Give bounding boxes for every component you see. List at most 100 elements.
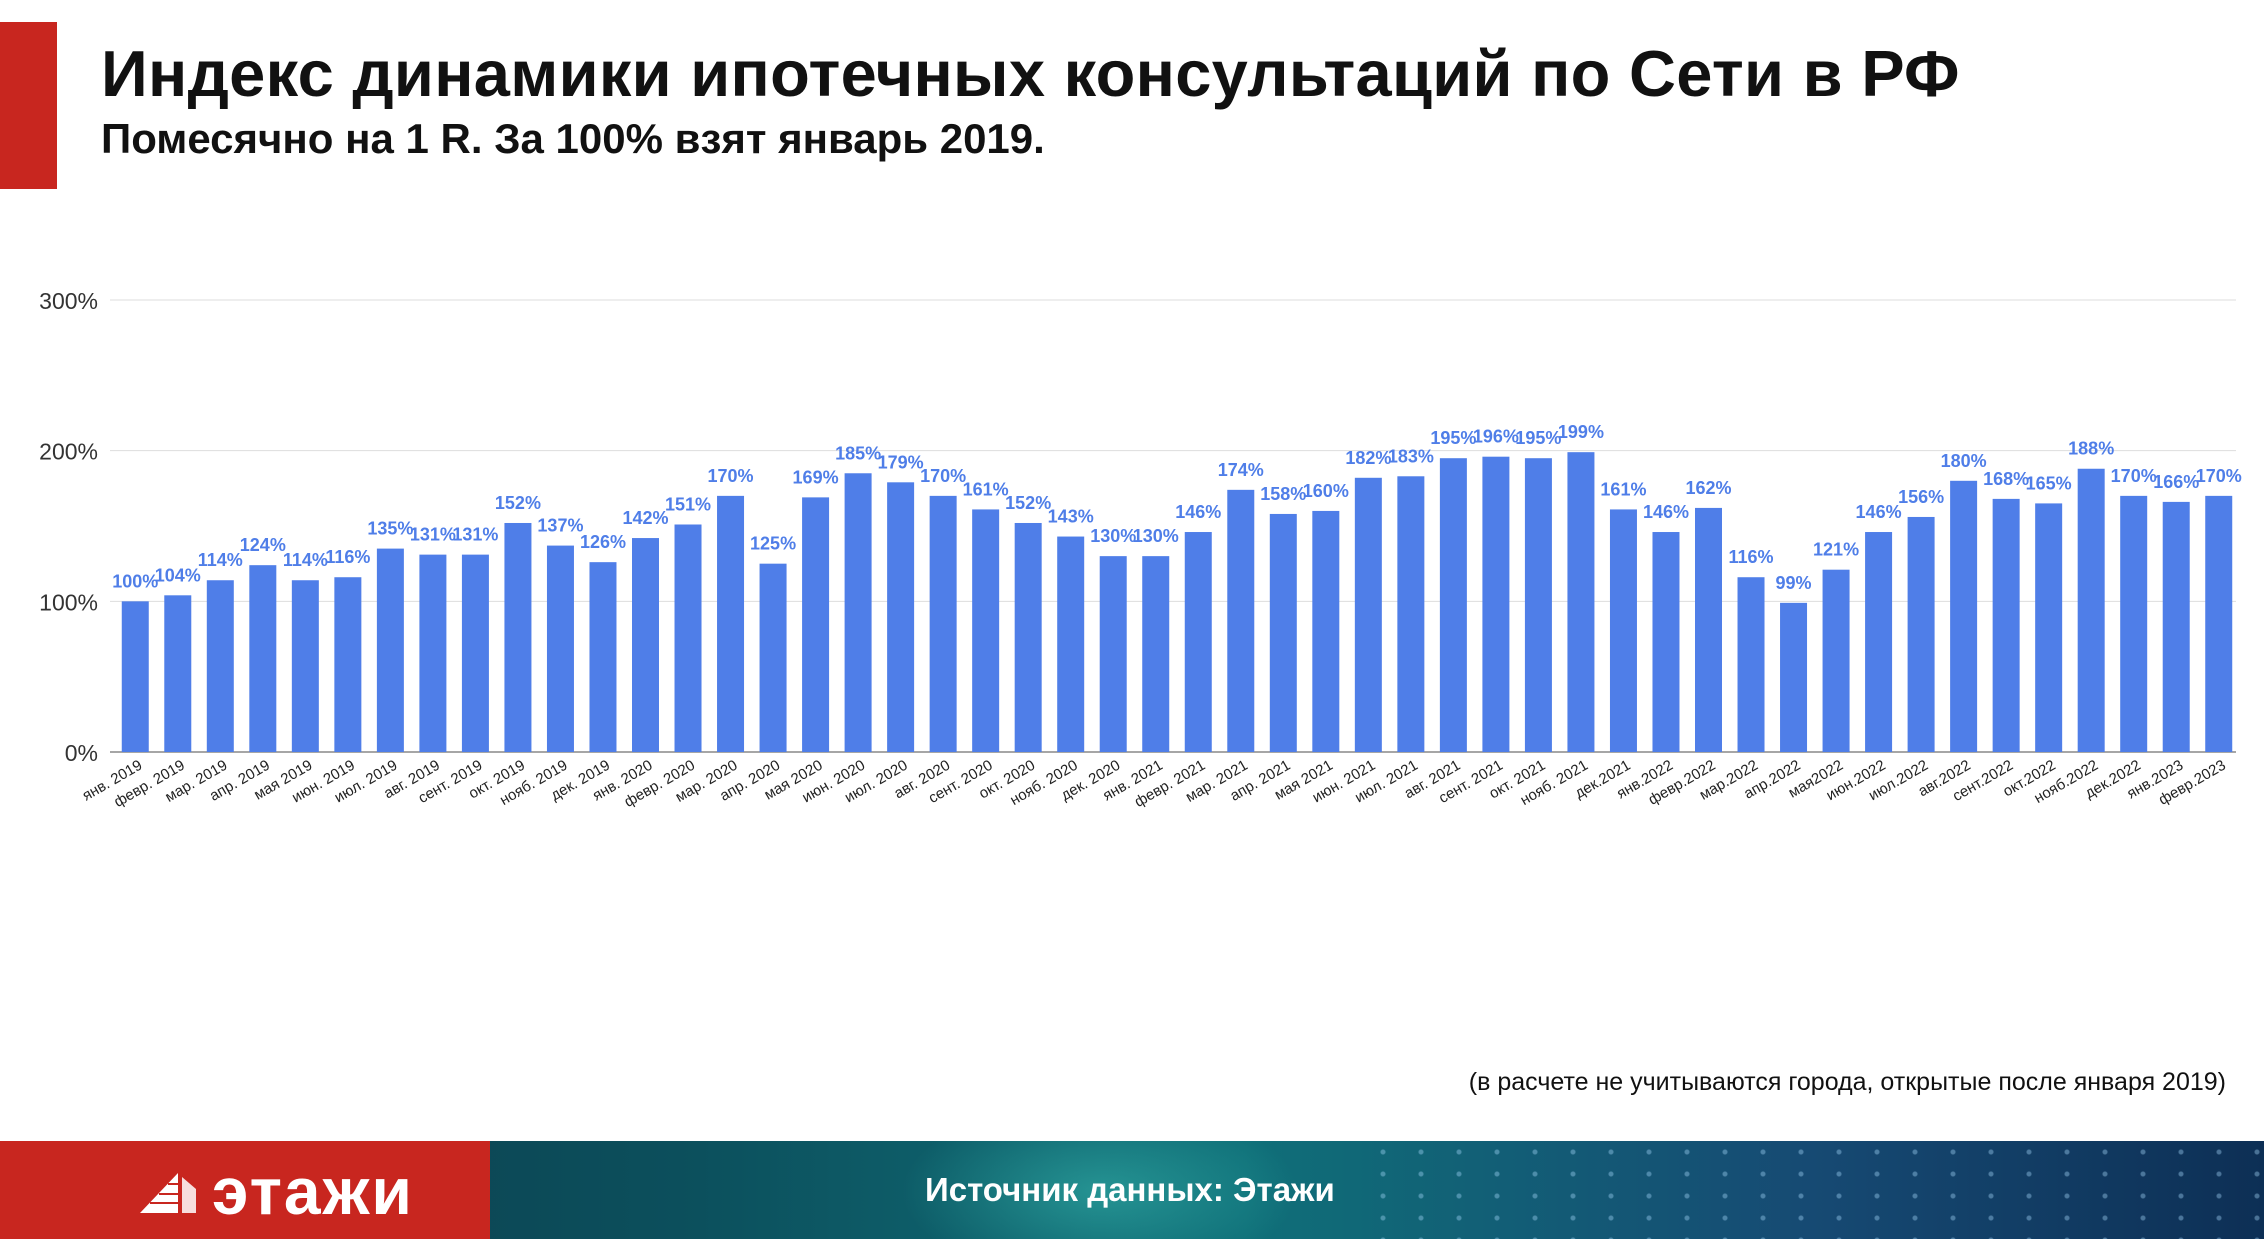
bar: [1184, 532, 1212, 752]
data-label: 196%: [1473, 427, 1519, 447]
data-label: 185%: [835, 443, 881, 463]
y-tick-label: 0%: [65, 740, 98, 766]
data-label: 146%: [1856, 502, 1902, 522]
bar: [1737, 577, 1765, 752]
data-label: 100%: [112, 571, 158, 591]
bar: [546, 545, 574, 752]
bar: [802, 497, 830, 752]
y-tick-label: 300%: [39, 288, 98, 314]
bar: [1524, 458, 1552, 752]
bar: [1992, 498, 2020, 752]
bar: [632, 538, 659, 752]
data-label: 125%: [750, 534, 796, 554]
data-label: 161%: [1600, 479, 1646, 499]
data-label: 170%: [2111, 466, 2157, 486]
bar: [376, 548, 404, 752]
bar: [1439, 458, 1467, 752]
data-label: 121%: [1813, 540, 1859, 560]
data-label: 195%: [1515, 428, 1561, 448]
y-tick-label: 100%: [39, 589, 98, 615]
title-accent-bar: [0, 22, 57, 189]
bar: [461, 554, 489, 752]
y-tick-label: 200%: [39, 439, 98, 465]
data-label: 99%: [1776, 573, 1812, 593]
footer-banner: этажи Источник данных: Этажи: [0, 1141, 2264, 1239]
bar: [589, 562, 617, 752]
bar: [972, 509, 1000, 752]
data-label: 146%: [1643, 502, 1689, 522]
bar: [2035, 503, 2063, 752]
data-label: 169%: [793, 467, 839, 487]
data-label: 183%: [1388, 446, 1434, 466]
bar: [1950, 480, 1978, 752]
bar: [419, 554, 447, 752]
bar: [759, 563, 787, 752]
brand-logo[interactable]: этажи: [0, 1141, 490, 1239]
data-label: 130%: [1133, 526, 1179, 546]
bar: [504, 522, 532, 752]
data-label: 161%: [963, 479, 1009, 499]
data-label: 165%: [2026, 473, 2072, 493]
data-label: 160%: [1303, 481, 1349, 501]
bar: [1227, 489, 1255, 752]
bar: [1312, 510, 1340, 752]
data-label: 135%: [367, 519, 413, 539]
bar: [929, 495, 957, 752]
bar: [1652, 532, 1680, 752]
data-source: Источник данных: Этажи: [925, 1171, 1335, 1208]
bar: [1567, 452, 1595, 752]
logo-wordmark: этажи: [212, 1154, 414, 1228]
bar: [717, 495, 745, 752]
data-label: 195%: [1430, 428, 1476, 448]
data-label: 158%: [1260, 484, 1306, 504]
bar: [2205, 495, 2233, 752]
data-label: 131%: [452, 525, 498, 545]
bar: [1609, 509, 1637, 752]
page-subtitle: Помесячно на 1 R. За 100% взят январь 20…: [101, 115, 1045, 162]
bar: [206, 580, 234, 752]
data-label: 116%: [1728, 547, 1773, 567]
bar: [674, 524, 702, 752]
bar: [121, 601, 149, 752]
bar: [1142, 556, 1170, 752]
data-label: 182%: [1345, 448, 1391, 468]
data-label: 124%: [240, 535, 286, 555]
bar: [2077, 468, 2105, 752]
bar: [1397, 476, 1425, 752]
data-label: 143%: [1048, 507, 1094, 527]
bar: [2162, 501, 2190, 752]
bar: [1057, 536, 1085, 752]
data-label: 152%: [495, 493, 541, 513]
bar: [1269, 513, 1297, 752]
data-label: 168%: [1983, 469, 2029, 489]
bar: [1695, 507, 1722, 752]
data-label: 152%: [1005, 493, 1051, 513]
bar: [1099, 556, 1127, 752]
bar: [2120, 495, 2148, 752]
page-title: Индекс динамики ипотечных консультаций п…: [101, 37, 1960, 110]
data-label: 151%: [665, 494, 711, 514]
data-label: 146%: [1175, 502, 1221, 522]
data-label: 199%: [1558, 422, 1604, 442]
data-label: 116%: [325, 547, 370, 567]
data-label: 131%: [410, 525, 456, 545]
data-label: 170%: [2196, 466, 2242, 486]
data-label: 156%: [1898, 487, 1944, 507]
data-label: 130%: [1090, 526, 1136, 546]
data-label: 180%: [1941, 451, 1987, 471]
bar: [1907, 516, 1935, 752]
bar: [1014, 522, 1042, 752]
data-label: 174%: [1218, 460, 1264, 480]
bar: [1865, 532, 1893, 752]
bar: [1482, 456, 1510, 752]
data-label: 114%: [283, 550, 328, 570]
building-icon: [140, 1173, 196, 1213]
data-label: 104%: [155, 565, 201, 585]
bar: [1780, 602, 1808, 752]
data-label: 166%: [2153, 472, 2199, 492]
data-label: 142%: [622, 508, 668, 528]
bar: [1354, 477, 1382, 752]
data-label: 126%: [580, 532, 626, 552]
data-label: 137%: [537, 516, 583, 536]
